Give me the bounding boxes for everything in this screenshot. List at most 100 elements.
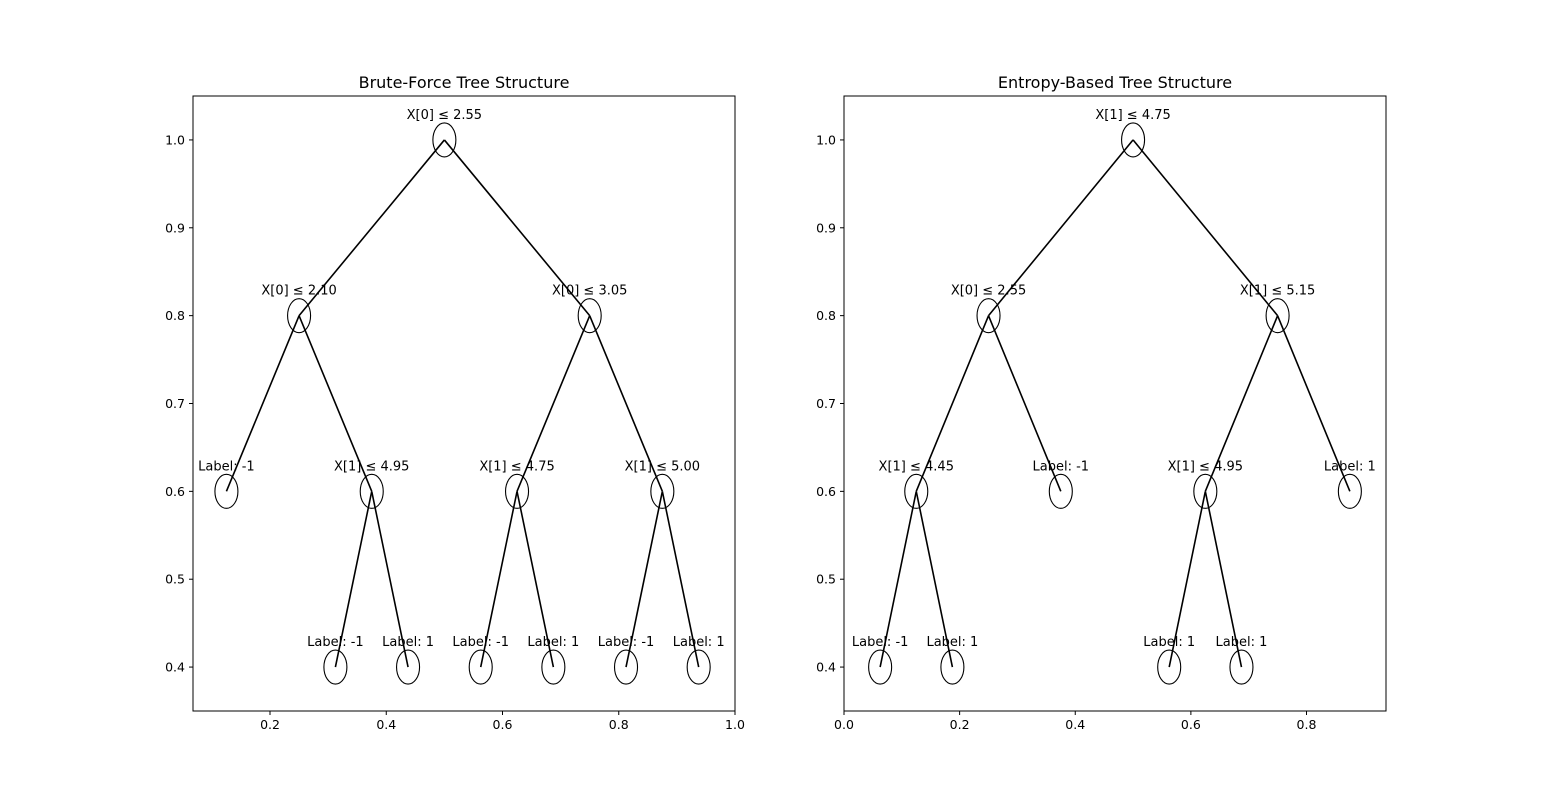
tree-node — [287, 298, 312, 334]
tree-node — [650, 473, 675, 509]
x-tick-label: 0.2 — [260, 717, 280, 732]
tree-edge — [625, 491, 664, 668]
tree-node — [1121, 122, 1146, 158]
tree-node-label: X[1] ≤ 5.15 — [1240, 284, 1315, 299]
y-tick-label: 0.4 — [816, 660, 836, 675]
tree-node — [577, 298, 602, 334]
tree-node-label: Label: -1 — [598, 635, 655, 650]
tree-node-label: Label: -1 — [1033, 459, 1090, 474]
tree-edge — [298, 139, 445, 317]
tree-node-label: X[0] ≤ 2.10 — [261, 284, 336, 299]
tree-node — [541, 649, 566, 685]
tree-edge — [516, 491, 555, 668]
tree-node-label: Label: -1 — [307, 635, 364, 650]
tree-node — [1193, 473, 1218, 509]
tree-node-label: Label: 1 — [382, 635, 434, 650]
tree-edge — [987, 139, 1134, 317]
tree-edge — [915, 491, 954, 668]
y-tick-label: 0.5 — [165, 572, 185, 587]
entropy-tree-panel: Entropy-Based Tree Structure 0.0 0.2 0.4 0.6… — [816, 73, 1387, 732]
tree-node — [613, 649, 639, 685]
y-tick-label: 0.7 — [165, 396, 185, 411]
tree-node — [940, 649, 965, 685]
tree-edge — [334, 491, 373, 668]
brute-force-tree-panel: Brute-Force Tree Structure 0.2 0.4 0.6 0.8 1.… — [165, 73, 745, 732]
x-tick-label: 0.8 — [1297, 717, 1317, 732]
tree-node-label: X[0] ≤ 2.55 — [407, 108, 482, 123]
y-tick-label: 1.0 — [165, 132, 185, 147]
tree-node-label: X[1] ≤ 4.75 — [1095, 108, 1170, 123]
tree-node — [214, 473, 239, 509]
tree-node-label: Label: -1 — [852, 635, 909, 650]
tree-edge — [370, 491, 409, 668]
tree-node — [323, 649, 348, 685]
tree-edge — [661, 491, 700, 668]
x-tick-label: 0.4 — [1065, 717, 1085, 732]
x-tick-label: 1.0 — [725, 717, 745, 732]
x-tick-label: 0.6 — [1181, 717, 1201, 732]
x-tick-label: 0.2 — [950, 717, 970, 732]
tree-node-label: X[1] ≤ 4.75 — [479, 459, 554, 474]
y-tick-label: 0.4 — [165, 660, 185, 675]
chart-title: Brute-Force Tree Structure — [359, 73, 570, 92]
tree-node-label: X[0] ≤ 2.55 — [951, 284, 1026, 299]
tree-node — [468, 649, 493, 685]
tree-node — [1048, 473, 1073, 509]
chart-title: Entropy-Based Tree Structure — [998, 73, 1232, 92]
tree-node — [432, 122, 457, 158]
tree-node — [976, 298, 1001, 334]
tree-edge — [879, 491, 918, 668]
tree-node — [359, 473, 384, 509]
tree-node-label: X[1] ≤ 4.45 — [879, 459, 954, 474]
tree-edge — [298, 315, 373, 492]
tree-node-label: Label: 1 — [1324, 459, 1376, 474]
tree-node — [904, 473, 929, 509]
tree-node-label: X[1] ≤ 4.95 — [334, 459, 409, 474]
tree-edge — [1132, 139, 1279, 317]
tree-node-label: Label: -1 — [452, 635, 509, 650]
tree-node-label: Label: 1 — [1143, 635, 1195, 650]
y-tick-label: 0.9 — [165, 220, 185, 235]
y-tick-label: 1.0 — [816, 132, 836, 147]
x-tick-label: 0.8 — [609, 717, 629, 732]
x-tick-label: 0.6 — [493, 717, 513, 732]
tree-node-label: X[1] ≤ 4.95 — [1168, 459, 1243, 474]
tree-edge — [443, 139, 591, 317]
tree-node — [686, 649, 711, 685]
y-tick-label: 0.9 — [816, 220, 836, 235]
tree-node-label: X[1] ≤ 5.00 — [625, 459, 700, 474]
y-tick-label: 0.7 — [816, 396, 836, 411]
y-tick-label: 0.8 — [816, 308, 836, 323]
x-tick-label: 0.4 — [376, 717, 396, 732]
tree-node-label: Label: 1 — [1216, 635, 1268, 650]
tree-node — [1337, 473, 1362, 509]
tree-node — [1229, 649, 1254, 685]
tree-node-label: Label: 1 — [527, 635, 579, 650]
tree-edge — [915, 315, 990, 492]
y-tick-label: 0.8 — [165, 308, 185, 323]
tree-node — [1157, 649, 1182, 685]
tree-node-label: Label: 1 — [926, 635, 978, 650]
y-tick-label: 0.6 — [165, 484, 185, 499]
tree-edge — [1204, 315, 1279, 492]
x-tick-label: 0.0 — [834, 717, 854, 732]
tree-node — [504, 473, 530, 509]
tree-edge — [479, 491, 518, 668]
tree-node-label: X[0] ≤ 3.05 — [552, 284, 627, 299]
tree-node — [396, 649, 421, 685]
tree-node — [1265, 298, 1290, 334]
tree-edge — [987, 315, 1062, 492]
tree-edge — [1204, 491, 1243, 668]
tree-node-label: Label: 1 — [673, 635, 725, 650]
tree-edge — [1276, 315, 1351, 492]
tree-edge — [516, 315, 591, 492]
tree-node-label: Label: -1 — [198, 459, 255, 474]
plot-frame — [843, 95, 1387, 712]
tree-edge — [588, 315, 664, 492]
tree-edge — [1168, 491, 1207, 668]
plot-frame — [192, 95, 736, 712]
tree-node — [868, 649, 893, 685]
y-tick-label: 0.6 — [816, 484, 836, 499]
tree-edge — [225, 315, 300, 492]
